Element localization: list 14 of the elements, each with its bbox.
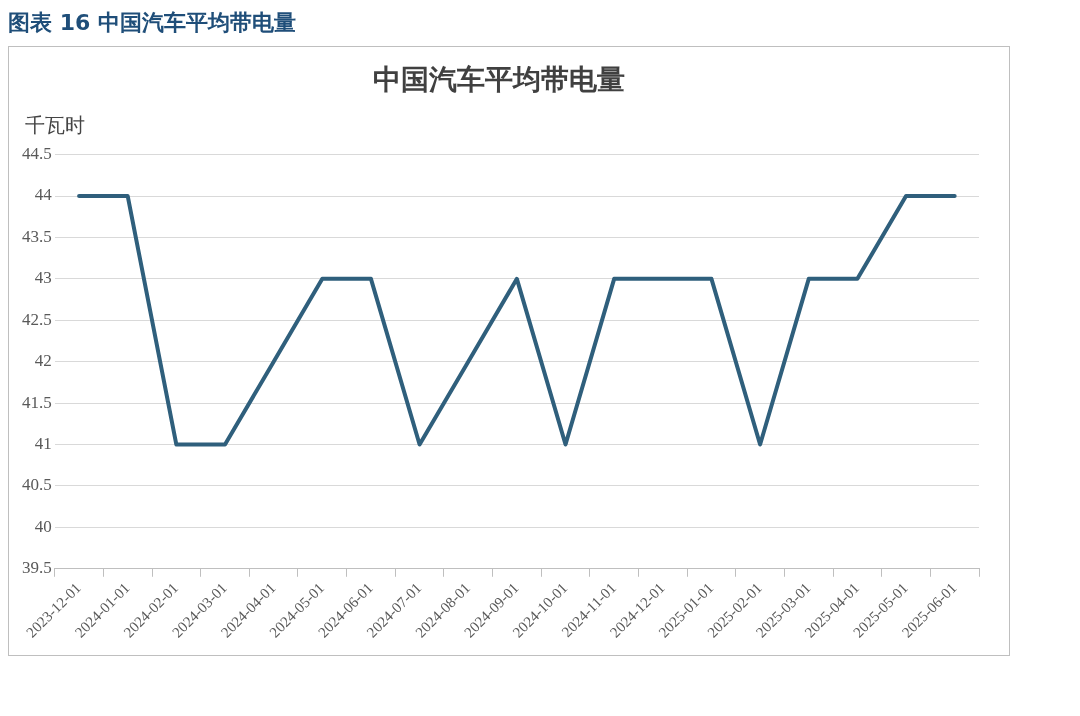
y-tick-label: 43.5 bbox=[22, 226, 52, 246]
y-tick-label: 41.5 bbox=[22, 392, 52, 412]
y-tick-label: 40.5 bbox=[22, 475, 52, 495]
y-tick-label: 42 bbox=[34, 351, 52, 371]
chart-title: 中国汽车平均带电量 bbox=[373, 64, 625, 96]
y-tick-label: 43 bbox=[34, 268, 52, 288]
y-tick-label: 44.5 bbox=[22, 144, 52, 164]
y-tick-label: 39.5 bbox=[22, 558, 52, 578]
y-tick-label: 44 bbox=[34, 185, 53, 205]
y-tick-label: 41 bbox=[34, 434, 52, 453]
text: 图表 16 中国汽车平均带电量 bbox=[8, 9, 297, 37]
y-tick-label: 40 bbox=[34, 516, 52, 536]
y-axis-title: 千瓦时 bbox=[25, 113, 85, 136]
y-tick-label: 42.5 bbox=[22, 309, 52, 329]
